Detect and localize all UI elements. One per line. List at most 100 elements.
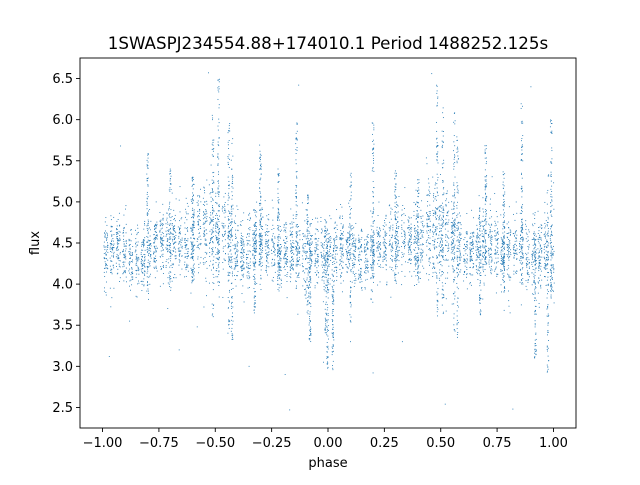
data-point xyxy=(385,248,387,250)
data-point xyxy=(348,261,349,263)
data-point xyxy=(150,243,152,245)
data-point xyxy=(129,285,130,287)
data-point xyxy=(527,263,529,265)
data-point xyxy=(491,269,493,271)
data-point xyxy=(137,224,139,226)
data-point xyxy=(450,244,452,246)
data-point xyxy=(111,240,112,242)
data-point xyxy=(200,256,202,258)
data-point xyxy=(215,230,217,232)
data-point xyxy=(371,245,373,247)
data-point xyxy=(116,265,117,267)
data-point xyxy=(179,232,180,234)
data-point xyxy=(165,265,167,267)
data-point xyxy=(141,283,143,285)
data-point xyxy=(538,237,540,239)
data-point xyxy=(180,244,182,246)
data-point xyxy=(217,252,219,254)
data-point xyxy=(484,220,486,221)
data-point xyxy=(429,214,431,216)
data-point xyxy=(527,236,529,238)
data-point xyxy=(429,229,431,231)
data-point xyxy=(350,258,352,260)
data-point xyxy=(497,233,499,235)
data-point xyxy=(332,289,334,291)
data-point xyxy=(432,236,434,238)
data-point xyxy=(345,264,347,266)
data-point xyxy=(414,259,416,261)
data-point xyxy=(331,254,333,256)
data-point xyxy=(433,200,435,202)
data-point xyxy=(153,261,155,263)
data-point xyxy=(323,253,325,255)
data-point xyxy=(144,256,145,258)
data-point xyxy=(142,264,143,265)
data-point xyxy=(327,366,329,368)
data-point xyxy=(466,231,468,232)
data-point xyxy=(476,248,478,250)
data-point xyxy=(327,348,329,350)
data-point xyxy=(414,285,415,286)
data-point xyxy=(532,269,534,270)
data-point xyxy=(154,258,156,259)
data-point xyxy=(122,261,124,263)
data-point xyxy=(329,246,331,247)
data-point xyxy=(333,260,335,262)
data-point xyxy=(429,212,431,214)
data-point xyxy=(489,239,491,241)
data-point xyxy=(200,201,202,203)
data-point xyxy=(332,315,334,317)
data-point xyxy=(353,258,355,260)
data-point xyxy=(123,249,124,251)
data-point xyxy=(453,253,455,255)
data-point xyxy=(248,214,250,216)
data-point xyxy=(409,232,411,234)
data-point xyxy=(222,262,224,263)
data-point xyxy=(539,259,541,261)
data-point xyxy=(144,273,145,275)
data-point xyxy=(466,213,468,214)
data-point xyxy=(192,256,194,258)
data-point xyxy=(353,266,355,268)
data-point xyxy=(355,273,357,274)
data-point xyxy=(254,283,256,285)
data-point xyxy=(254,303,256,304)
data-point xyxy=(299,251,301,252)
data-point xyxy=(553,271,555,273)
data-point xyxy=(272,258,274,260)
data-point xyxy=(129,247,131,249)
data-point xyxy=(117,244,119,246)
data-point xyxy=(144,254,146,256)
data-point xyxy=(321,246,323,248)
data-point xyxy=(311,254,313,256)
data-point xyxy=(185,267,187,269)
data-point xyxy=(154,238,156,240)
data-point xyxy=(168,272,170,274)
data-point xyxy=(105,258,107,259)
data-point xyxy=(143,264,145,266)
data-point xyxy=(271,249,272,251)
data-point xyxy=(255,216,257,218)
data-point xyxy=(254,269,256,271)
data-point xyxy=(129,262,131,264)
data-point xyxy=(350,287,352,289)
data-point xyxy=(307,274,309,276)
data-point xyxy=(116,228,117,230)
data-point xyxy=(124,255,126,257)
data-point xyxy=(372,301,374,303)
data-point xyxy=(533,233,535,235)
data-point xyxy=(103,271,105,273)
data-point xyxy=(422,255,423,257)
data-point xyxy=(414,227,416,229)
data-point xyxy=(198,215,200,217)
data-point xyxy=(260,214,262,216)
data-point xyxy=(148,250,150,252)
data-point xyxy=(104,267,106,269)
data-point xyxy=(349,302,351,304)
data-point xyxy=(279,275,281,276)
data-point xyxy=(478,218,480,220)
data-point xyxy=(404,235,406,237)
data-point xyxy=(197,195,198,197)
data-point xyxy=(503,267,505,269)
data-point xyxy=(378,233,380,235)
